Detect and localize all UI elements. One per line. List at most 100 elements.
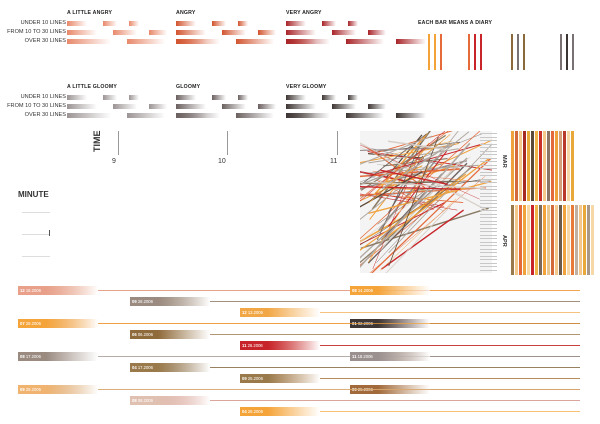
group-title-very-gloomy: VERY GLOOMY: [286, 84, 327, 90]
diary-entry: 04 17.2006: [130, 363, 210, 372]
tangle-line: [360, 170, 444, 212]
tangle-line: [376, 142, 422, 241]
diary-entry-date: 04 26.2006: [242, 409, 263, 414]
hatch-tick: [480, 269, 497, 271]
hatch-tick: [480, 171, 497, 173]
month-diary-bar: [571, 205, 574, 275]
diary-entry-rule: [430, 356, 580, 357]
hatch-tick: [480, 161, 497, 162]
hatch-tick: [480, 175, 497, 176]
tangle-line: [368, 180, 492, 214]
diary-entry: 08 14.2006: [350, 286, 430, 295]
hatch-tick: [480, 185, 497, 187]
tangle-line: [379, 160, 461, 251]
diary-entry-rule: [320, 345, 580, 346]
tangle-line: [368, 134, 451, 203]
legend-bar-segment: [346, 113, 384, 118]
hatch-tick: [480, 164, 497, 166]
month-diary-bar: [519, 205, 522, 275]
hatch-tick: [480, 136, 497, 138]
legend-bar-segment: [238, 95, 248, 100]
legend-bar-segment: [348, 21, 358, 26]
month-diary-bar: [531, 131, 534, 201]
minute-axis-rule: [22, 234, 50, 235]
tangle-line: [368, 148, 459, 164]
diary-entry-rule: [320, 378, 580, 379]
legend-bar-segment: [176, 113, 220, 118]
diary-entry-rule: [210, 400, 580, 401]
diary-entry: 11 18.2006: [350, 352, 430, 361]
tangle-line: [360, 171, 423, 208]
diary-entry-rule: [210, 301, 580, 302]
hatch-tick: [480, 234, 497, 236]
hatch-tick: [480, 178, 497, 180]
hatch-tick: [480, 189, 497, 190]
hatch-tick: [480, 259, 497, 260]
legend-bar-segment: [129, 21, 139, 26]
month-diary-bar: [511, 205, 514, 275]
time-tick-label: 10: [218, 158, 226, 165]
diary-entry-date: 08 14.2006: [352, 288, 373, 293]
diary-entry: 07 28.2006: [18, 319, 98, 328]
tangle-lines: [360, 131, 492, 273]
hatch-tick: [480, 206, 497, 208]
diary-entry-date: 09 28.2006: [132, 299, 153, 304]
hatch-tick: [480, 150, 497, 152]
diary-entry: 09 28.2006: [18, 385, 98, 394]
tangle-line: [360, 134, 446, 191]
group-title-very-angry: VERY ANGRY: [286, 10, 322, 16]
diary-legend-title: EACH BAR MEANS A DIARY: [418, 20, 493, 26]
diary-entry: 11 26.2006: [240, 341, 320, 350]
legend-bar-segment: [286, 30, 316, 35]
month-diary-bar: [579, 205, 582, 275]
tangle-line: [360, 131, 449, 200]
legend-bar-segment: [322, 21, 336, 26]
month-diary-bar: [535, 131, 538, 201]
tangle-line: [360, 135, 433, 165]
month-diary-bar: [587, 205, 590, 275]
tangle-line: [380, 169, 448, 186]
legend-bar-segment: [212, 95, 226, 100]
legend-bar-segment: [176, 30, 206, 35]
month-diary-bar: [555, 205, 558, 275]
hatch-tick: [480, 147, 497, 148]
month-diary-bar: [551, 205, 554, 275]
diary-entry-date: 06 06.2006: [132, 332, 153, 337]
group-title-gloomy: GLOOMY: [176, 84, 201, 90]
month-diary-bar: [559, 131, 562, 201]
month-diary-bar: [523, 131, 526, 201]
diary-entry-date: 12 13.2006: [242, 310, 263, 315]
hatch-tick: [480, 220, 497, 222]
legend-bar-segment: [236, 39, 274, 44]
diary-entry-rule: [98, 389, 580, 390]
legend-bar-segment: [368, 104, 386, 109]
legend-bar-segment: [129, 95, 139, 100]
legend-bar-segment: [113, 30, 137, 35]
diary-entry: 09 28.2006: [130, 297, 210, 306]
diary-entry-date: 04 17.2006: [132, 365, 153, 370]
time-tick-line: [118, 131, 119, 155]
diary-legend-bar: [560, 34, 562, 70]
tangle-line: [370, 157, 492, 273]
hatch-tick: [480, 252, 497, 253]
diary-legend-bar: [428, 34, 430, 70]
diary-entry-date: 07 28.2006: [20, 321, 41, 326]
legend-bar-segment: [286, 113, 330, 118]
month-diary-bar: [591, 205, 594, 275]
diary-entry: 12 18.2006: [18, 286, 98, 295]
tangle-line: [381, 142, 452, 190]
legend-bar-segment: [67, 95, 87, 100]
tangle-line: [369, 142, 430, 220]
diary-legend-bar: [572, 34, 574, 70]
legend-bar-segment: [238, 21, 248, 26]
legend-bar-segment: [222, 30, 246, 35]
legend-bar-segment: [286, 104, 316, 109]
group-title-a-little-gloomy: A LITTLE GLOOMY: [67, 84, 118, 90]
legend-bar-segment: [258, 104, 276, 109]
diary-legend-bar: [480, 34, 482, 70]
legend-bar-segment: [286, 95, 306, 100]
tangle-line: [377, 191, 424, 225]
diary-entry: 04 26.2006: [240, 407, 320, 416]
tangle-line: [360, 193, 458, 211]
diary-entry-rule: [210, 367, 580, 368]
